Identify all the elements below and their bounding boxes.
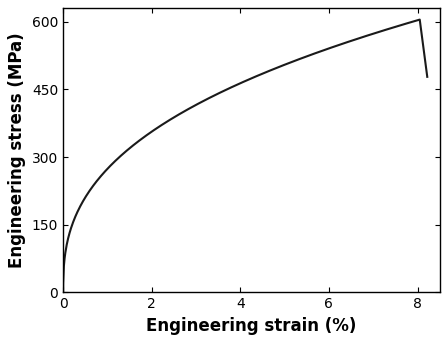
Y-axis label: Engineering stress (MPa): Engineering stress (MPa): [9, 33, 26, 268]
X-axis label: Engineering strain (%): Engineering strain (%): [146, 317, 357, 335]
